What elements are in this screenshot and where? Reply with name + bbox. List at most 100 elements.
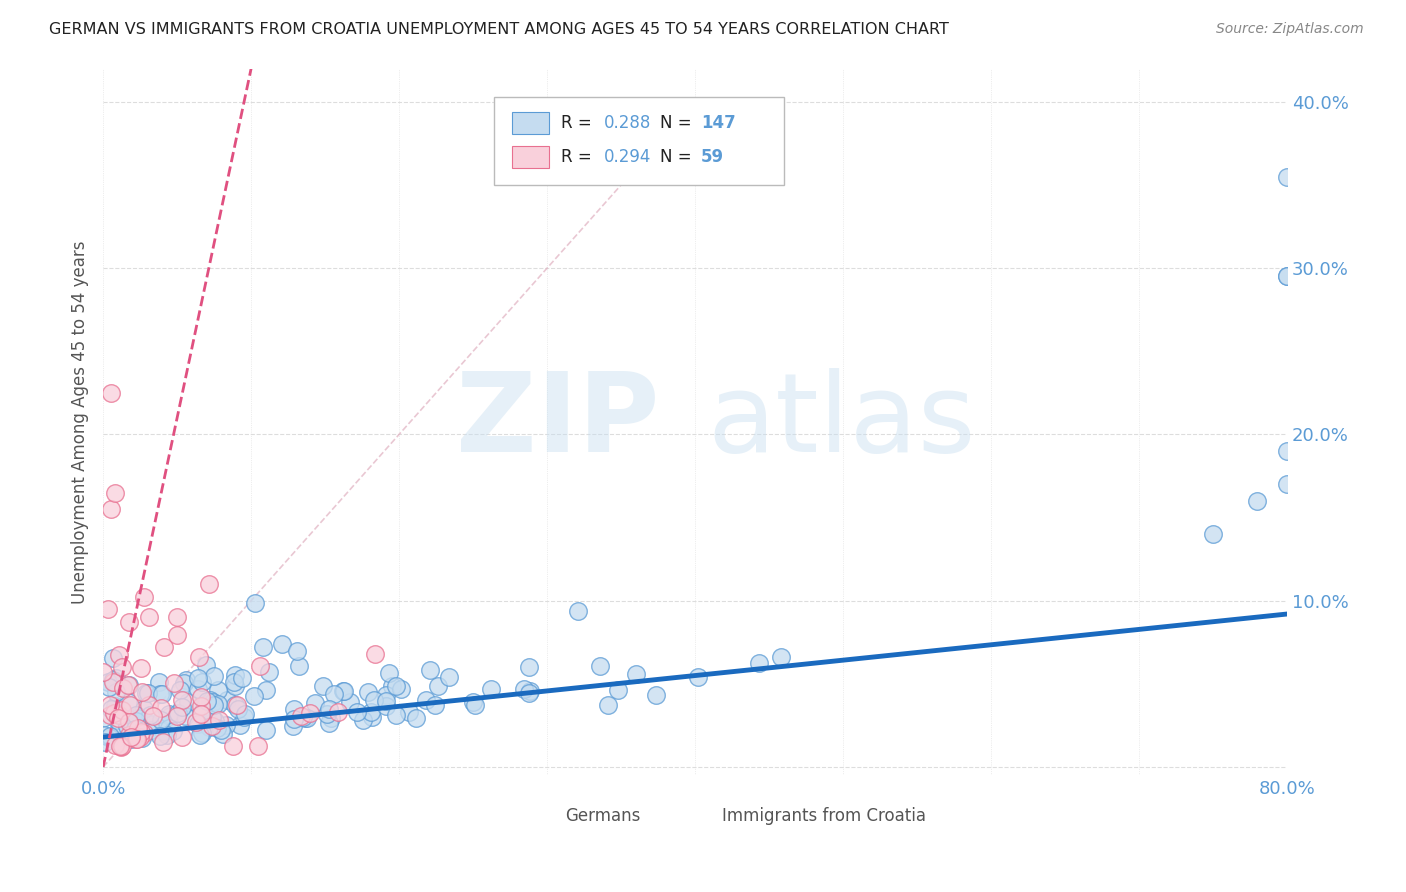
Point (190, 708, 212, 723)
Point (125, 707, 148, 722)
Point (607, 683, 630, 698)
Point (283, 702, 305, 716)
Point (155, 728, 177, 742)
Point (98, 680, 121, 694)
Point (191, 726, 214, 740)
Point (290, 708, 312, 723)
Point (222, 739, 245, 753)
Point (270, 637, 292, 651)
Point (104, 685, 127, 699)
Point (360, 705, 382, 719)
Point (233, 709, 256, 723)
Point (1275, 444, 1298, 458)
Text: ZIP: ZIP (456, 368, 659, 475)
Point (328, 706, 350, 720)
Point (1275, 269, 1298, 284)
Text: 0.288: 0.288 (605, 114, 651, 132)
Point (339, 695, 361, 709)
Point (132, 702, 155, 716)
Point (688, 670, 710, 684)
Point (437, 670, 460, 684)
Point (204, 714, 226, 728)
Point (129, 661, 152, 675)
Point (748, 656, 770, 670)
Point (111, 659, 134, 673)
Point (153, 640, 176, 654)
Point (361, 710, 384, 724)
Point (120, 731, 142, 746)
Point (117, 678, 139, 692)
Point (200, 693, 222, 707)
Point (231, 671, 253, 685)
Bar (681, 805, 714, 827)
Point (105, 671, 128, 685)
Point (150, 687, 173, 701)
Point (375, 698, 398, 713)
Point (152, 723, 174, 738)
Point (321, 711, 343, 725)
Point (129, 724, 152, 739)
Point (363, 693, 385, 707)
Point (254, 682, 277, 697)
Point (128, 730, 150, 744)
Point (311, 679, 333, 693)
Point (104, 485, 127, 500)
Point (389, 682, 412, 697)
Point (98, 707, 121, 722)
Point (188, 650, 211, 665)
Point (124, 719, 146, 733)
Point (259, 665, 281, 679)
Point (104, 738, 127, 752)
Point (142, 709, 165, 723)
Point (138, 609, 160, 624)
Point (120, 730, 142, 744)
Bar (523, 805, 557, 827)
Point (135, 686, 157, 700)
Point (93, 728, 115, 742)
Point (295, 711, 318, 725)
Point (103, 651, 125, 665)
Bar (512, 112, 550, 135)
Point (624, 667, 647, 681)
Point (110, 717, 132, 731)
Point (101, 673, 124, 688)
Point (128, 721, 150, 735)
Point (187, 717, 209, 731)
Point (1202, 527, 1225, 541)
Point (173, 676, 195, 690)
Point (197, 720, 219, 734)
Point (201, 719, 224, 733)
Point (125, 731, 148, 746)
Point (463, 695, 485, 709)
Point (138, 717, 160, 731)
Point (194, 658, 217, 673)
Point (174, 673, 197, 687)
Point (224, 675, 246, 690)
Point (375, 694, 398, 708)
Point (124, 722, 146, 736)
Text: R =: R = (561, 148, 598, 166)
Point (166, 610, 188, 624)
Point (423, 698, 446, 713)
Point (117, 615, 139, 629)
Point (190, 699, 212, 714)
Y-axis label: Unemployment Among Ages 45 to 54 years: Unemployment Among Ages 45 to 54 years (72, 240, 89, 604)
Point (207, 683, 229, 698)
Point (316, 706, 339, 721)
Point (195, 693, 218, 707)
Point (163, 676, 186, 690)
Point (170, 693, 193, 707)
Point (207, 697, 229, 711)
Text: N =: N = (659, 114, 696, 132)
Point (149, 713, 172, 727)
Point (288, 658, 311, 673)
Point (202, 698, 225, 713)
Point (215, 693, 238, 707)
Point (152, 735, 174, 749)
Point (202, 669, 225, 683)
Point (108, 707, 131, 722)
Point (291, 709, 314, 723)
Point (285, 644, 308, 658)
Point (243, 689, 266, 703)
Point (589, 659, 612, 673)
